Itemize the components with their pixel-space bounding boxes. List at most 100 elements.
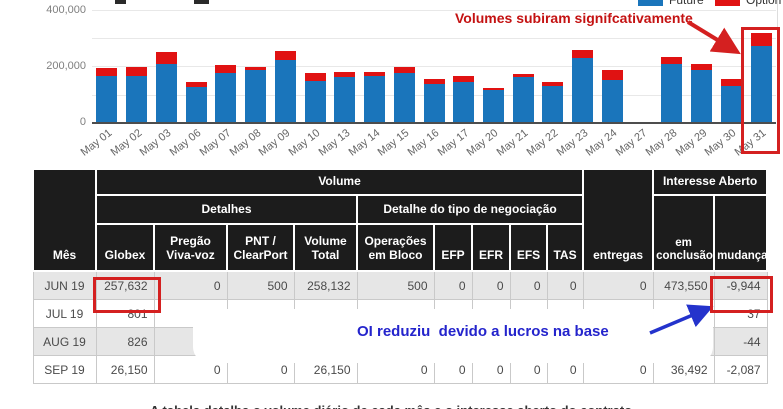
option-segment — [245, 67, 267, 70]
value-cell: 0 — [509, 270, 548, 300]
red-arrow-icon — [686, 20, 741, 55]
option-segment — [423, 79, 445, 84]
future-segment — [512, 77, 534, 122]
future-legend-swatch-icon — [638, 0, 663, 6]
table-row-jun-19: JUN 19 257,632 0 500 258,132 500 0 0 0 0 0 473,550-… — [32, 270, 768, 300]
future-segment — [274, 60, 296, 122]
value-cell: 258,132 — [293, 270, 358, 300]
header-pregao: Pregão Viva-voz — [153, 223, 228, 272]
header-tipo-negociacao: Detalhe do tipo de negociação — [355, 194, 585, 225]
bar-may-01 — [96, 68, 118, 122]
table-header: Mês Volume entregas Interesse Aberto Det… — [32, 168, 769, 272]
header-tas: TAS — [545, 223, 585, 272]
option-segment — [453, 76, 475, 82]
header-entregas: entregas — [582, 168, 655, 272]
legend-item-future: Future — [638, 0, 704, 9]
bar-may-23 — [572, 50, 594, 122]
option-segment — [691, 64, 713, 70]
clipped-caption: A tabela detalha o volume diário de cada… — [150, 403, 632, 409]
value-cell: 0 — [582, 270, 654, 300]
option-segment — [482, 88, 504, 90]
option-segment — [512, 74, 534, 77]
bar-may-31 — [750, 33, 772, 122]
bar-may-10 — [304, 73, 326, 122]
bar-may-29 — [691, 64, 713, 122]
future-segment — [364, 76, 386, 122]
header-efs: EFS — [509, 223, 548, 272]
option-segment — [274, 51, 296, 60]
gridline-400k — [92, 10, 776, 11]
value-cell: -44 — [713, 327, 768, 356]
header-efr: EFR — [471, 223, 511, 272]
monthly-volume-table: Mês Volume entregas Interesse Aberto Det… — [32, 168, 769, 384]
gridline-200k — [92, 66, 776, 67]
blue-arrow-icon — [649, 304, 714, 335]
future-segment — [304, 81, 326, 122]
value-cell: 26,150 — [95, 355, 155, 384]
y-tick-400000: 400,000 — [46, 4, 86, 16]
header-mudanca: mudança — [713, 194, 769, 272]
value-cell: 473,550 — [652, 270, 715, 300]
option-segment — [393, 67, 415, 73]
value-cell: 500 — [356, 270, 435, 300]
header-interesse-aberto: Interesse Aberto — [652, 168, 769, 196]
option-segment — [185, 82, 207, 87]
future-segment — [453, 82, 475, 122]
bar-may-08 — [245, 67, 267, 122]
future-segment — [750, 46, 772, 122]
bar-may-02 — [126, 67, 148, 122]
value-cell: 826 — [95, 327, 155, 356]
may31-highlight-box — [741, 27, 780, 154]
globex-highlight-box — [93, 277, 161, 313]
future-segment — [542, 86, 564, 122]
x-axis-line — [92, 122, 776, 124]
clipped-title-fragment — [194, 0, 209, 4]
bar-may-03 — [155, 52, 177, 122]
y-tick-0: 0 — [79, 116, 86, 128]
option-segment — [96, 68, 118, 76]
future-segment — [334, 77, 356, 122]
header-em-conclusao: em conclusão — [652, 194, 716, 272]
y-tick-200000: 200,000 — [46, 60, 86, 72]
bar-may-17 — [453, 76, 475, 122]
option-segment — [155, 52, 177, 64]
option-segment — [304, 73, 326, 81]
value-cell: 257,632 — [95, 270, 155, 300]
annotation-overlay — [193, 309, 713, 363]
bar-may-07 — [215, 65, 237, 122]
month-cell: JUL 19 — [32, 299, 97, 328]
legend-item-option: Option — [715, 0, 781, 9]
table-annotation-blue: OI reduziu devido a lucros na base — [357, 323, 609, 340]
value-cell: 801 — [95, 299, 155, 328]
chart-annotation-red: Volumes subiram signifcativamente — [455, 10, 693, 26]
bar-may-15 — [393, 67, 415, 122]
legend-label-option: Option — [746, 0, 782, 7]
value-cell: 0 — [546, 270, 584, 300]
header-mes: Mês — [32, 168, 97, 272]
header-volume: Volume — [94, 168, 585, 196]
month-cell: SEP 19 — [32, 355, 97, 384]
bar-may-24 — [601, 70, 623, 122]
future-segment — [215, 73, 237, 122]
option-segment — [542, 82, 564, 86]
future-segment — [691, 70, 713, 122]
gridline-300k — [92, 38, 776, 39]
option-segment — [720, 79, 742, 86]
value-cell: 0 — [153, 270, 228, 300]
future-segment — [661, 64, 683, 122]
future-segment — [185, 87, 207, 122]
future-segment — [601, 80, 623, 122]
option-segment — [572, 50, 594, 58]
month-cell: JUN 19 — [32, 270, 97, 300]
bar-may-13 — [334, 72, 356, 122]
option-segment — [334, 72, 356, 77]
option-segment — [601, 70, 623, 80]
bar-may-09 — [274, 51, 296, 122]
value-cell: -2,087 — [713, 355, 768, 384]
future-segment — [126, 76, 148, 122]
option-legend-swatch-icon — [715, 0, 740, 6]
future-segment — [572, 58, 594, 122]
future-segment — [720, 86, 742, 122]
clipped-title-fragment — [115, 0, 126, 4]
